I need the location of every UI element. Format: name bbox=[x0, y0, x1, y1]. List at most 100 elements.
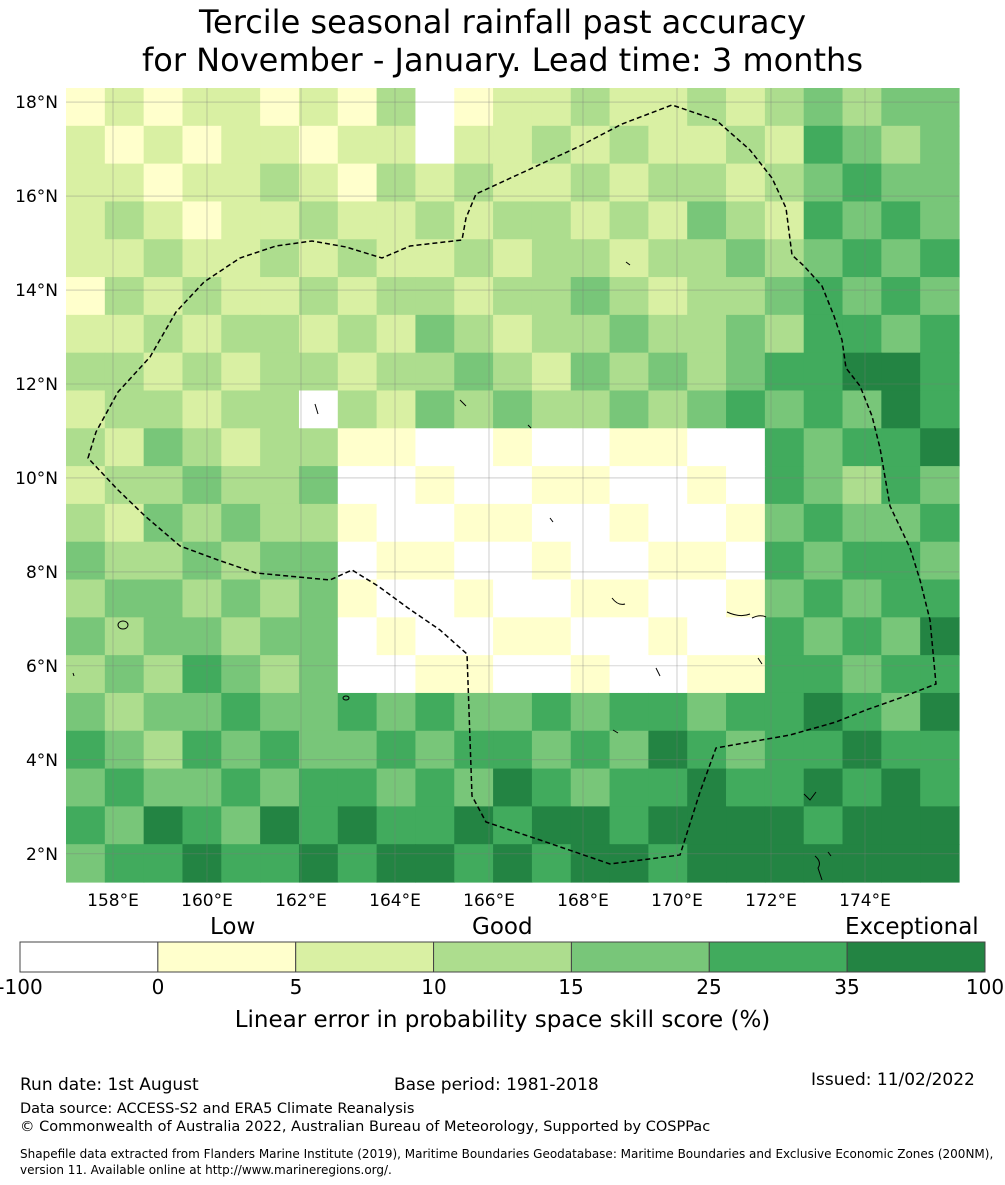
grid-cell bbox=[337, 239, 378, 278]
grid-cell bbox=[337, 163, 378, 203]
grid-cell bbox=[726, 655, 766, 694]
grid-cell bbox=[221, 201, 261, 240]
grid-cell bbox=[531, 428, 572, 467]
grid-cell bbox=[920, 125, 960, 165]
grid-cell bbox=[881, 655, 921, 694]
grid-cell bbox=[531, 617, 572, 656]
grid-cell bbox=[687, 314, 727, 354]
grid-cell bbox=[687, 352, 727, 392]
grid-cell bbox=[298, 239, 339, 278]
grid-cell bbox=[881, 125, 921, 165]
grid-cell bbox=[337, 806, 378, 845]
grid-cell bbox=[609, 163, 649, 203]
grid-cell bbox=[493, 390, 533, 429]
grid-cell bbox=[648, 579, 688, 618]
grid-cell bbox=[221, 125, 261, 165]
grid-cell bbox=[221, 466, 261, 505]
colorbar-swatch bbox=[708, 941, 848, 973]
grid-cell bbox=[648, 617, 688, 656]
grid-cell bbox=[376, 201, 417, 240]
island bbox=[314, 403, 319, 415]
grid-cell bbox=[531, 88, 572, 127]
grid-cell bbox=[454, 503, 494, 543]
grid-cell bbox=[104, 201, 145, 240]
grid-cell bbox=[454, 655, 494, 694]
grid-cell bbox=[803, 201, 844, 240]
grid-cell bbox=[531, 277, 572, 316]
grid-cell bbox=[221, 844, 261, 883]
grid-cell bbox=[415, 617, 455, 656]
grid-cell bbox=[415, 503, 455, 543]
grid-cell bbox=[143, 541, 184, 581]
grid-cell bbox=[298, 655, 339, 694]
grid-cell bbox=[687, 163, 727, 203]
grid-cell bbox=[182, 503, 222, 543]
grid-cell bbox=[648, 503, 688, 543]
colorbar-swatch bbox=[846, 941, 986, 973]
grid-cell bbox=[337, 768, 378, 807]
grid-cell bbox=[764, 239, 805, 278]
island bbox=[803, 791, 817, 801]
grid-cell bbox=[66, 466, 106, 505]
island bbox=[549, 517, 554, 523]
grid-cell bbox=[493, 466, 533, 505]
grid-cell bbox=[182, 125, 222, 165]
grid-cell bbox=[298, 201, 339, 240]
island bbox=[625, 261, 631, 266]
grid-cell bbox=[726, 239, 766, 278]
grid-cell bbox=[376, 730, 417, 770]
grid-cell bbox=[104, 730, 145, 770]
grid-cell bbox=[920, 806, 960, 845]
grid-cell bbox=[687, 579, 727, 618]
grid-cell bbox=[531, 201, 572, 240]
grid-cell bbox=[415, 541, 455, 581]
grid-cell bbox=[881, 88, 921, 127]
colorbar bbox=[19, 941, 986, 973]
grid-cell bbox=[415, 692, 455, 732]
grid-cell bbox=[842, 88, 882, 127]
grid-cell bbox=[337, 692, 378, 732]
grid-cell bbox=[415, 277, 455, 316]
grid-cell bbox=[260, 390, 300, 429]
colorbar-swatch bbox=[157, 941, 297, 973]
grid-cell bbox=[842, 503, 882, 543]
grid-cell bbox=[609, 88, 649, 127]
grid-cell bbox=[66, 277, 106, 316]
grid-cell bbox=[260, 466, 300, 505]
grid-cell bbox=[493, 125, 533, 165]
grid-cell bbox=[570, 390, 611, 429]
grid-cell bbox=[803, 125, 844, 165]
grid-cell bbox=[182, 428, 222, 467]
grid-cell bbox=[104, 768, 145, 807]
base-period: Base period: 1981-2018 bbox=[394, 1075, 599, 1095]
grid-cell bbox=[570, 277, 611, 316]
grid-cell bbox=[493, 806, 533, 845]
grid-cell bbox=[415, 730, 455, 770]
map-gridlines bbox=[66, 88, 959, 882]
grid-cell bbox=[143, 655, 184, 694]
grid-cell bbox=[260, 617, 300, 656]
grid-cell bbox=[881, 730, 921, 770]
grid-cell bbox=[376, 163, 417, 203]
grid-cell bbox=[764, 201, 805, 240]
island bbox=[726, 611, 751, 617]
legend-word-good: Good bbox=[472, 914, 533, 940]
grid-cell bbox=[376, 655, 417, 694]
latitude-labels: 18°N 16°N 14°N 12°N 10°N 8°N 6°N 4°N 2°N bbox=[15, 93, 58, 865]
latitude-label: 16°N bbox=[15, 187, 58, 207]
island bbox=[117, 620, 129, 630]
grid-cell bbox=[570, 314, 611, 354]
colorbar-label: Linear error in probability space skill … bbox=[234, 1007, 771, 1033]
grid-cell bbox=[803, 88, 844, 127]
grid-cell bbox=[260, 88, 300, 127]
grid-cell bbox=[260, 768, 300, 807]
grid-cell bbox=[143, 125, 184, 165]
grid-cell bbox=[687, 541, 727, 581]
grid-cell bbox=[260, 503, 300, 543]
grid-cell bbox=[764, 655, 805, 694]
grid-cell bbox=[415, 844, 455, 883]
grid-cell bbox=[182, 88, 222, 127]
grid-cell bbox=[493, 541, 533, 581]
grid-cell bbox=[920, 390, 960, 429]
grid-cell bbox=[221, 277, 261, 316]
